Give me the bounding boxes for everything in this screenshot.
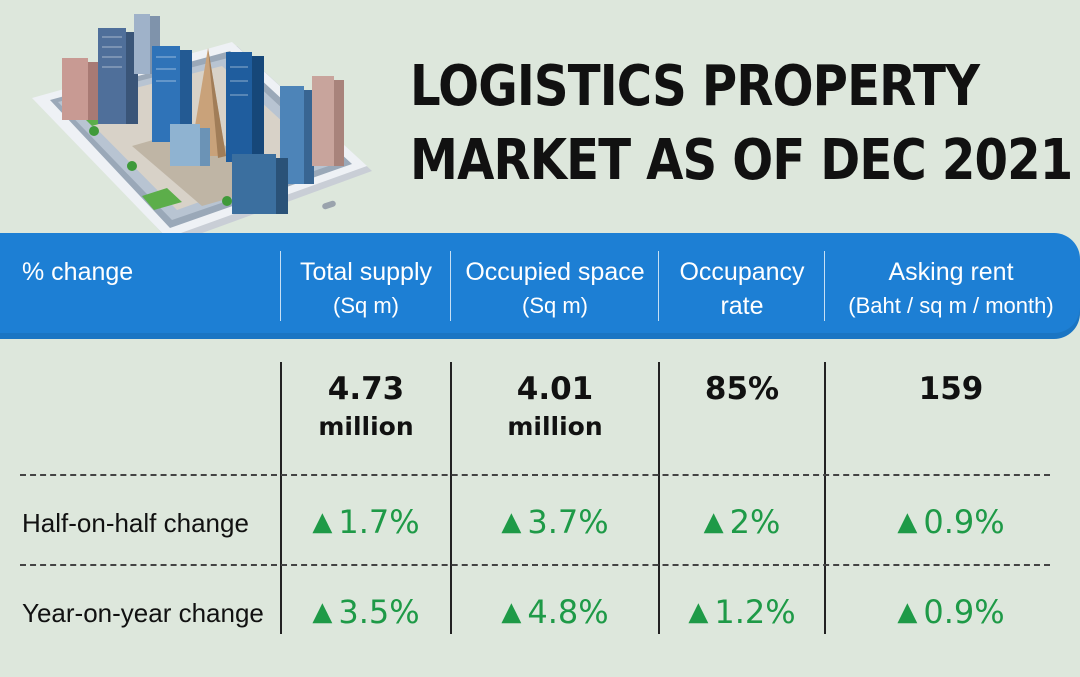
up-arrow-icon: ▲ xyxy=(897,597,918,627)
change-yoy-occupancy-rate: ▲ 1.2% xyxy=(660,593,824,631)
up-arrow-icon: ▲ xyxy=(897,507,918,537)
column-divider xyxy=(280,362,282,634)
column-divider xyxy=(450,362,452,634)
row-separator xyxy=(20,564,1050,566)
title-line-1: LOGISTICS PROPERTY xyxy=(410,54,980,119)
header-occupancy-rate-line2: rate xyxy=(720,292,764,320)
change-value: 1.7% xyxy=(338,503,420,541)
header-occupied-space-line2: (Sq m) xyxy=(522,293,588,318)
value-occupied-space-number: 4.01 xyxy=(516,371,594,407)
title-line-2: MARKET AS OF DEC 2021 xyxy=(410,128,1073,193)
header-total-supply-line2: (Sq m) xyxy=(333,293,399,318)
value-asking-rent-number: 159 xyxy=(918,371,984,407)
row-label-year-on-year: Year-on-year change xyxy=(22,598,264,628)
up-arrow-icon: ▲ xyxy=(501,507,522,537)
change-hoh-occupied-space: ▲ 3.7% xyxy=(452,503,658,541)
header-total-supply-line1: Total supply xyxy=(299,258,433,286)
value-occupancy-rate-number: 85% xyxy=(704,371,780,407)
header-row-label: % change xyxy=(22,258,134,286)
change-value: 0.9% xyxy=(923,503,1005,541)
change-hoh-total-supply: ▲ 1.7% xyxy=(282,503,450,541)
row-label-half-on-half: Half-on-half change xyxy=(22,508,249,538)
header-divider xyxy=(280,251,281,321)
header-total-supply: Total supply (Sq m) xyxy=(282,233,450,339)
page-title: LOGISTICS PROPERTY MARKET AS OF DEC 2021 xyxy=(410,50,1073,198)
change-value: 2% xyxy=(729,503,781,541)
up-arrow-icon: ▲ xyxy=(703,507,724,537)
header-divider xyxy=(658,251,659,321)
city-on-smartphone-illustration xyxy=(32,14,372,244)
change-value: 1.2% xyxy=(714,593,796,631)
column-divider xyxy=(658,362,660,634)
header-occupied-space: Occupied space (Sq m) xyxy=(452,233,658,339)
value-occupancy-rate: 85% xyxy=(660,368,824,410)
value-total-supply-number: 4.73 xyxy=(327,371,405,407)
change-value: 0.9% xyxy=(923,593,1005,631)
change-hoh-occupancy-rate: ▲ 2% xyxy=(660,503,824,541)
row-separator xyxy=(20,474,1050,476)
change-value: 4.8% xyxy=(527,593,609,631)
up-arrow-icon: ▲ xyxy=(688,597,709,627)
header-occupancy-rate: Occupancy rate xyxy=(660,233,824,339)
value-total-supply: 4.73 million xyxy=(282,368,450,444)
change-yoy-asking-rent: ▲ 0.9% xyxy=(826,593,1076,631)
value-asking-rent: 159 xyxy=(826,368,1076,410)
value-occupied-space: 4.01 million xyxy=(452,368,658,444)
change-hoh-asking-rent: ▲ 0.9% xyxy=(826,503,1076,541)
column-divider xyxy=(824,362,826,634)
header-occupied-space-line1: Occupied space xyxy=(465,258,645,286)
up-arrow-icon: ▲ xyxy=(501,597,522,627)
header-divider xyxy=(450,251,451,321)
header-asking-rent: Asking rent (Baht / sq m / month) xyxy=(826,233,1076,339)
header-occupancy-rate-line1: Occupancy xyxy=(679,258,805,286)
change-value: 3.5% xyxy=(338,593,420,631)
value-occupied-space-unit: million xyxy=(507,412,603,441)
header-asking-rent-line1: Asking rent xyxy=(888,258,1014,286)
value-total-supply-unit: million xyxy=(318,412,414,441)
up-arrow-icon: ▲ xyxy=(312,507,333,537)
change-yoy-total-supply: ▲ 3.5% xyxy=(282,593,450,631)
header-divider xyxy=(824,251,825,321)
table-header: % change Total supply (Sq m) Occupied sp… xyxy=(0,233,1080,339)
header-asking-rent-line2: (Baht / sq m / month) xyxy=(848,293,1054,318)
change-yoy-occupied-space: ▲ 4.8% xyxy=(452,593,658,631)
up-arrow-icon: ▲ xyxy=(312,597,333,627)
change-value: 3.7% xyxy=(527,503,609,541)
